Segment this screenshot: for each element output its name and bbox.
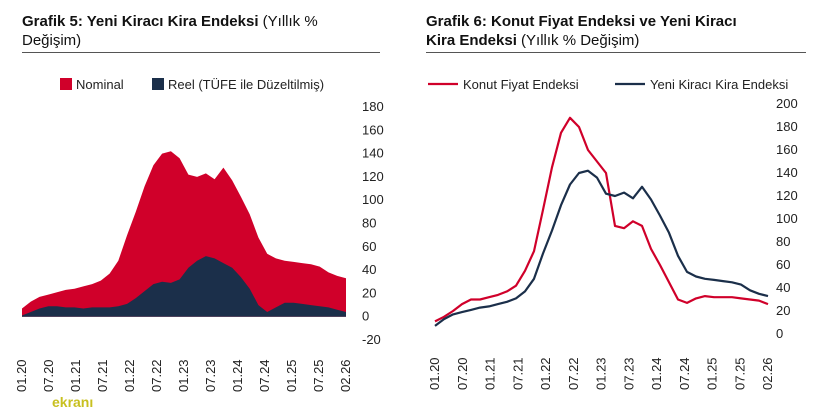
area-series-1 [22, 256, 346, 317]
x-tick-label: 07.24 [677, 357, 692, 390]
y-tick-label: 140 [362, 146, 384, 161]
x-tick-label: 01.20 [14, 359, 29, 392]
x-tick-label: 07.25 [732, 357, 747, 390]
x-tick-label: 01.24 [649, 357, 664, 390]
x-tick-label: 07.21 [510, 357, 525, 390]
y-tick-label: 20 [776, 303, 790, 318]
x-tick-label: 07.22 [149, 359, 164, 392]
x-tick-label: 07.20 [41, 359, 56, 392]
line-series-1 [434, 169, 769, 327]
line-series-0 [434, 116, 769, 323]
legend-label-0: Nominal [76, 77, 124, 92]
y-tick-label: 180 [776, 119, 798, 134]
y-tick-label: 140 [776, 165, 798, 180]
chart5-title-rest: (Yıllık % [262, 13, 318, 30]
x-tick-label: 07.24 [257, 359, 272, 392]
y-tick-label: 200 [776, 96, 798, 111]
y-tick-label: 0 [776, 326, 783, 341]
y-tick-label: 40 [776, 280, 790, 295]
y-tick-label: -20 [362, 332, 381, 347]
y-tick-label: 100 [776, 211, 798, 226]
y-tick-label: 120 [776, 188, 798, 203]
legend-swatch-1 [152, 78, 164, 90]
y-tick-label: 180 [362, 99, 384, 114]
chart6-title: Grafik 6: Konut Fiyat Endeksi ve Yeni Ki… [426, 12, 806, 50]
legend-swatch-0 [60, 78, 72, 90]
x-tick-label: 01.23 [176, 359, 191, 392]
chart6-title-rule [426, 52, 806, 53]
chart6-title-bold-line2: Kira Endeksi [426, 32, 517, 49]
x-tick-label: 07.23 [203, 359, 218, 392]
x-tick-label: 01.25 [705, 357, 720, 390]
x-tick-label: 01.23 [594, 357, 609, 390]
chart5-title: Grafik 5: Yeni Kiracı Kira Endeksi (Yıll… [22, 12, 382, 50]
x-tick-label: 07.22 [566, 357, 581, 390]
x-tick-label: 02.26 [760, 357, 775, 390]
y-tick-label: 40 [362, 262, 376, 277]
y-tick-label: 120 [362, 169, 384, 184]
legend-label-0: Konut Fiyat Endeksi [463, 77, 579, 92]
x-tick-label: 07.20 [455, 357, 470, 390]
x-tick-label: 07.25 [311, 359, 326, 392]
y-tick-label: 0 [362, 309, 369, 324]
watermark: ekranı [52, 394, 94, 410]
x-tick-label: 01.21 [68, 359, 83, 392]
y-tick-label: 160 [362, 122, 384, 137]
chart5-title-line2: Değişim) [22, 32, 82, 49]
y-tick-label: 160 [776, 142, 798, 157]
x-tick-label: 02.26 [338, 359, 353, 392]
y-tick-label: 20 [362, 285, 376, 300]
x-tick-label: 01.21 [483, 357, 498, 390]
legend-label-1: Reel (TÜFE ile Düzeltilmiş) [168, 77, 324, 92]
y-tick-label: 80 [776, 234, 790, 249]
y-tick-label: 60 [776, 257, 790, 272]
y-tick-label: 80 [362, 216, 376, 231]
x-tick-label: 07.23 [621, 357, 636, 390]
x-tick-label: 01.25 [284, 359, 299, 392]
x-tick-label: 07.21 [95, 359, 110, 392]
x-tick-label: 01.22 [122, 359, 137, 392]
chart5-title-rule [22, 52, 380, 53]
area-series-0 [22, 151, 346, 317]
x-tick-label: 01.22 [538, 357, 553, 390]
chart5-title-bold: Grafik 5: Yeni Kiracı Kira Endeksi [22, 13, 259, 30]
y-tick-label: 100 [362, 192, 384, 207]
chart6-title-rest: (Yıllık % Değişim) [521, 32, 640, 49]
chart6-title-bold-line1: Grafik 6: Konut Fiyat Endeksi ve Yeni Ki… [426, 13, 737, 30]
x-tick-label: 01.20 [427, 357, 442, 390]
x-tick-label: 01.24 [230, 359, 245, 392]
y-tick-label: 60 [362, 239, 376, 254]
legend-label-1: Yeni Kiracı Kira Endeksi [650, 77, 788, 92]
